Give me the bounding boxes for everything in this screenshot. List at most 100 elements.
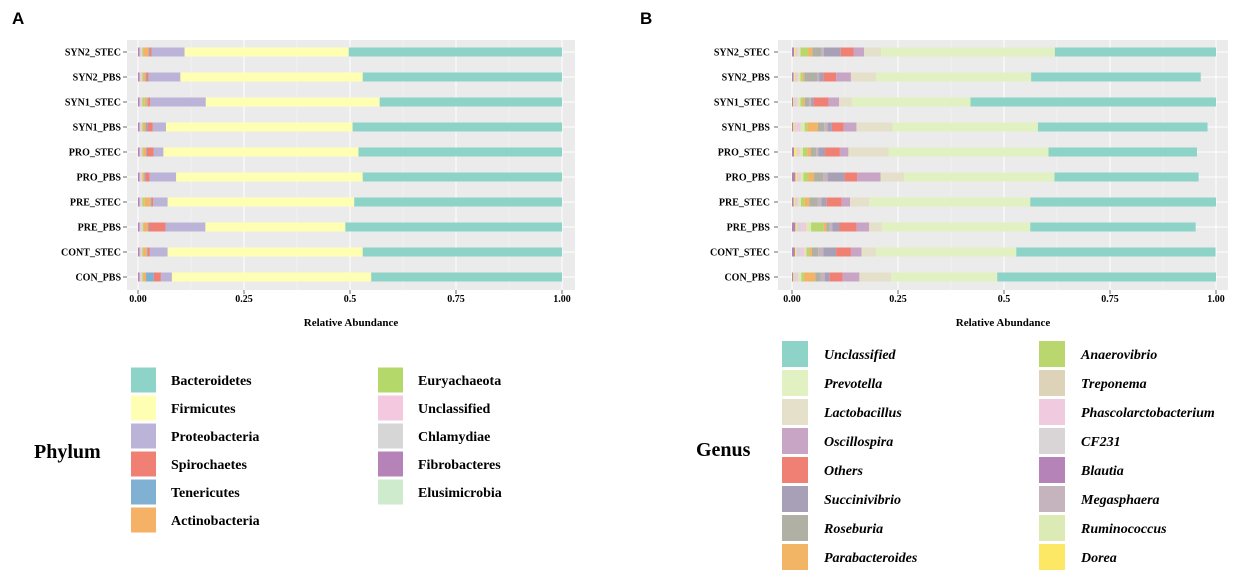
bar-segment (1048, 147, 1197, 157)
bar-segment (138, 197, 140, 207)
bar-segment (803, 272, 816, 282)
bar-segment (797, 147, 800, 157)
category-label: PRO_PBS (77, 173, 122, 184)
bar-segment (142, 122, 144, 132)
bar-segment (836, 72, 851, 82)
bar-segment (362, 172, 562, 182)
legend-swatch (1039, 428, 1065, 454)
bar-segment (142, 147, 144, 157)
legend-label: Phascolarctobacterium (1081, 406, 1215, 421)
bar-segment (839, 222, 857, 232)
legend-label: Elusimicrobia (418, 486, 502, 501)
legend-swatch (1039, 399, 1065, 425)
x-tick-label: 0.5 (344, 294, 357, 305)
bar-segment (850, 72, 877, 82)
x-tick-label: 0.75 (447, 294, 465, 305)
legend-swatch (131, 451, 156, 477)
bar-segment (354, 197, 562, 207)
category-label: PRO_STEC (718, 148, 770, 159)
category-label: SYN1_STEC (65, 98, 121, 109)
bar-segment (820, 272, 825, 282)
legend-swatch (782, 428, 808, 454)
bar-segment (813, 97, 829, 107)
bar-segment (796, 272, 799, 282)
bar-segment (848, 147, 889, 157)
bar-segment (176, 172, 363, 182)
bar-segment (802, 72, 805, 82)
chart-a: 0.00 0.25 0.5 0.75 1.00 SYN2_STEC SYN2_PBS SYN1… (61, 40, 575, 329)
bar-segment (823, 222, 827, 232)
bar-segment (796, 247, 801, 257)
bar-segment (142, 272, 144, 282)
bar-segment (861, 247, 877, 257)
bar-segment (859, 272, 892, 282)
bar-segment (143, 222, 148, 232)
bar-segment (792, 147, 795, 157)
x-tick-label: 0.25 (235, 294, 253, 305)
x-tick-label: 1.00 (553, 294, 571, 305)
bar-segment (345, 222, 562, 232)
bar-segment (794, 247, 797, 257)
legend-label: Parabacteroides (824, 551, 918, 566)
legend-swatch (782, 399, 808, 425)
bar-segment (827, 172, 845, 182)
legend-label: Roseburia (823, 522, 883, 537)
bar-segment (150, 97, 206, 107)
bar-segment (818, 147, 826, 157)
bar-segment (806, 247, 810, 257)
bar-segment (798, 72, 801, 82)
bar-segment (832, 222, 840, 232)
legend-label: Euryachaeota (418, 374, 501, 389)
bar-segment (142, 47, 144, 57)
bar-segment (139, 247, 141, 257)
bar-segment (142, 72, 144, 82)
bar-segment (792, 122, 794, 132)
bar-segment (143, 172, 145, 182)
bar-segment (149, 247, 168, 257)
bar-segment (140, 247, 143, 257)
legend-label: Unclassified (824, 348, 897, 363)
bar-segment (138, 47, 140, 57)
bar-segment (823, 172, 828, 182)
bar-segment (793, 122, 795, 132)
legend-swatch (378, 423, 403, 449)
legend-label: Treponema (1081, 377, 1147, 392)
legend-swatch (131, 367, 156, 393)
bar-segment (143, 147, 147, 157)
bar-segment (1054, 47, 1216, 57)
bar-segment (148, 47, 150, 57)
bar-segment (825, 147, 840, 157)
bar-segment (792, 197, 794, 207)
bar-segment (142, 247, 144, 257)
legend-label: Actinobacteria (171, 514, 260, 529)
bar-segment (800, 122, 805, 132)
bar-segment (138, 247, 140, 257)
bar-segment (139, 147, 141, 157)
bar-segment (151, 47, 185, 57)
bar-segment (970, 97, 1216, 107)
category-label: CON_PBS (75, 273, 121, 284)
category-label: SYN2_PBS (722, 73, 771, 84)
bar-segment (142, 197, 145, 207)
bar-segment (811, 247, 819, 257)
category-label: SYN1_STEC (714, 98, 770, 109)
bar-segment (348, 47, 562, 57)
category-label: SYN2_STEC (714, 48, 770, 59)
bar-segment (139, 122, 141, 132)
bar-segment (792, 172, 796, 182)
bar-segment (869, 222, 882, 232)
category-label: CONT_STEC (710, 248, 770, 259)
legend-swatch (782, 370, 808, 396)
bar-segment (892, 122, 1038, 132)
category-label: PRO_STEC (69, 148, 121, 159)
bar-segment (808, 47, 813, 57)
bar-segment (857, 172, 881, 182)
bar-segment (140, 97, 143, 107)
bar-segment (153, 197, 168, 207)
bar-segment (205, 222, 346, 232)
category-label: PRE_STEC (70, 198, 121, 209)
bar-segment (148, 97, 151, 107)
bar-segment (881, 47, 1055, 57)
bar-segment (371, 272, 562, 282)
